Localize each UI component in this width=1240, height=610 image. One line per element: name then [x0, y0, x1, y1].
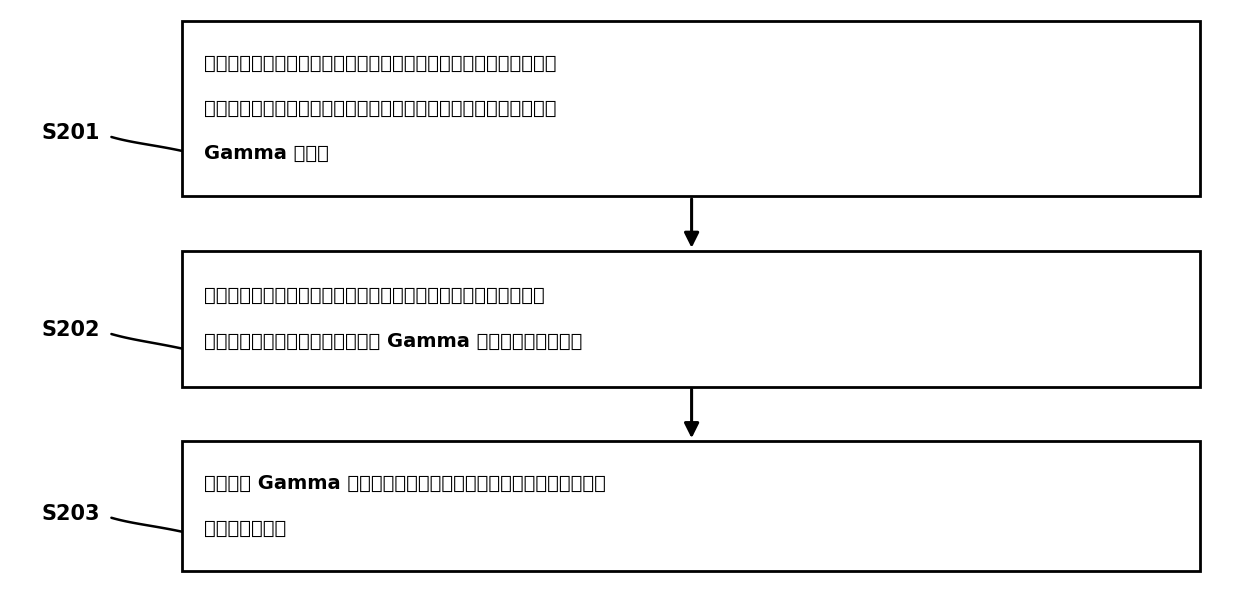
Text: 照射与所述第二次紫外线照射的时间间隔，同时追踪对应模组的实际: 照射与所述第二次紫外线照射的时间间隔，同时追踪对应模组的实际 [205, 99, 557, 118]
FancyBboxPatch shape [182, 21, 1200, 196]
Text: 根据目标 Gamma 通过率结合所述拟合关系式得到所述冷却处理所需: 根据目标 Gamma 通过率结合所述拟合关系式得到所述冷却处理所需 [205, 474, 606, 493]
Text: S201: S201 [41, 123, 100, 143]
Text: 利用二进制逻辑回归拟合公式得到所述第一次紫外线照射与所述第: 利用二进制逻辑回归拟合公式得到所述第一次紫外线照射与所述第 [205, 287, 544, 306]
Text: 根据实际生产的一系列玻璃基板，计算实际生产中所述第一次紫外线: 根据实际生产的一系列玻璃基板，计算实际生产中所述第一次紫外线 [205, 54, 557, 73]
Text: 二次紫外线照射的时间间隔与所述 Gamma 通过率的拟合关系式: 二次紫外线照射的时间间隔与所述 Gamma 通过率的拟合关系式 [205, 332, 583, 351]
Text: S203: S203 [41, 503, 100, 523]
Text: Gamma 通过率: Gamma 通过率 [205, 145, 329, 163]
FancyBboxPatch shape [182, 251, 1200, 387]
Text: S202: S202 [41, 320, 100, 340]
FancyBboxPatch shape [182, 441, 1200, 571]
Text: 的所述预设时间: 的所述预设时间 [205, 519, 286, 538]
